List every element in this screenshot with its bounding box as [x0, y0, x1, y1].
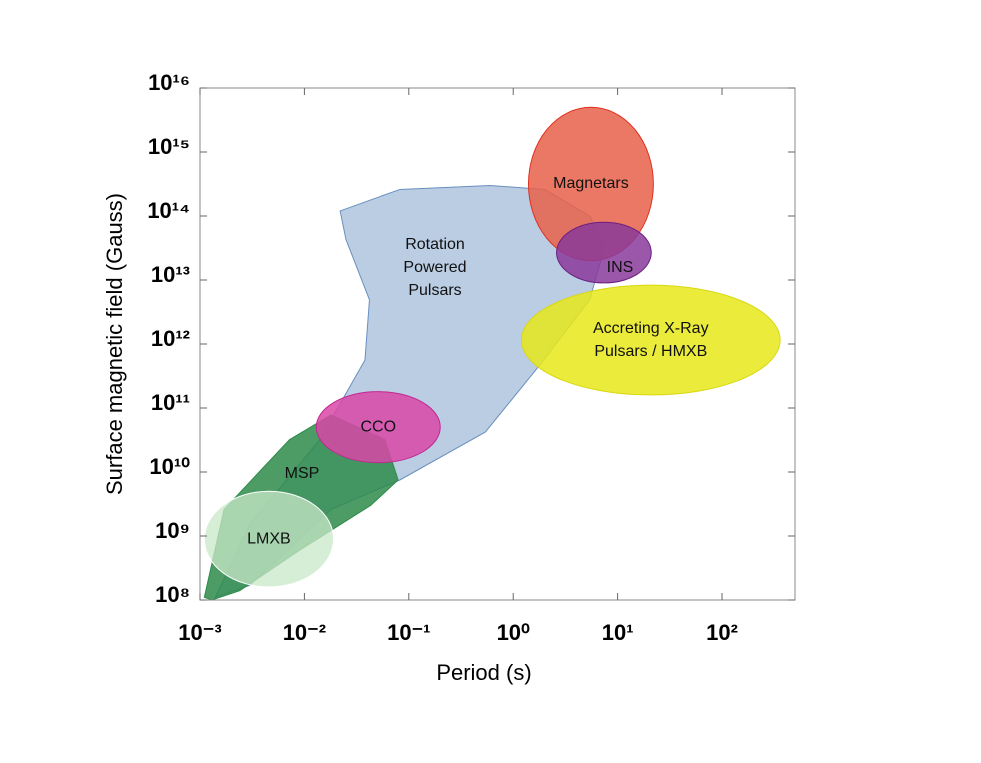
y-tick-label: 10¹¹ [151, 390, 190, 415]
region-label: INS [607, 259, 634, 276]
y-tick-label: 10¹³ [151, 262, 190, 287]
region-label: Powered [403, 259, 466, 276]
region-label: Rotation [405, 236, 465, 253]
region-label: Pulsars [408, 282, 461, 299]
region-label: Magnetars [553, 175, 629, 192]
y-axis-label: Surface magnetic field (Gauss) [102, 193, 127, 495]
region-label: Pulsars / HMXB [594, 343, 707, 360]
region-label: CCO [360, 418, 396, 435]
y-tick-label: 10⁹ [155, 518, 190, 543]
y-tick-label: 10¹⁰ [149, 454, 190, 479]
x-tick-label: 10⁻³ [178, 620, 221, 645]
x-tick-label: 10² [706, 620, 738, 645]
region [203, 490, 335, 588]
x-tick-label: 10¹ [602, 620, 634, 645]
x-tick-label: 10⁻¹ [387, 620, 430, 645]
region [520, 284, 781, 396]
y-tick-label: 10¹⁵ [148, 134, 190, 159]
y-tick-label: 10⁸ [155, 582, 190, 607]
region-label: LMXB [247, 530, 291, 547]
y-tick-label: 10¹² [151, 326, 190, 351]
y-tick-label: 10¹⁶ [148, 70, 190, 95]
x-axis-label: Period (s) [436, 660, 531, 685]
x-tick-label: 10⁰ [497, 620, 530, 645]
region [556, 221, 652, 284]
region-label: Accreting X-Ray [593, 320, 709, 337]
y-tick-label: 10¹⁴ [147, 198, 190, 223]
x-tick-label: 10⁻² [283, 620, 326, 645]
region [315, 391, 441, 464]
region-label: MSP [285, 465, 320, 482]
